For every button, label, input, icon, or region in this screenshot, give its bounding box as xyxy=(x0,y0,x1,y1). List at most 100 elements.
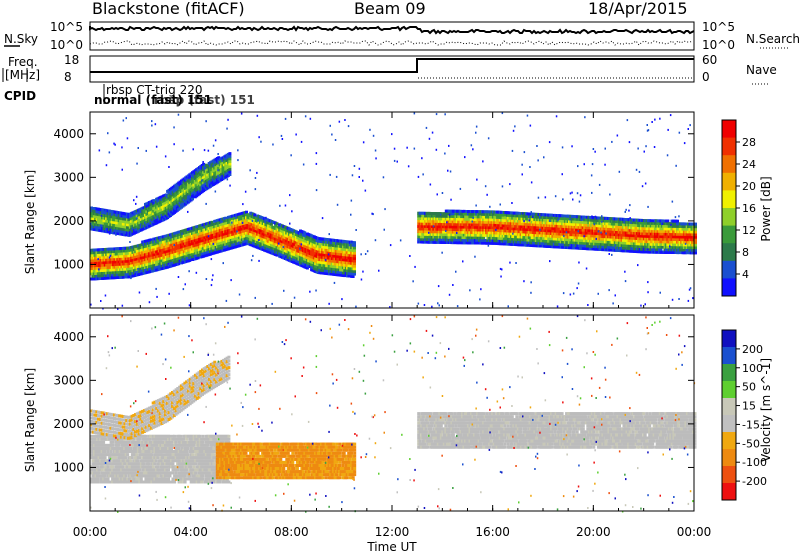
power-cell xyxy=(228,165,232,169)
power-cell xyxy=(191,252,194,256)
power-cell xyxy=(289,230,293,234)
power-cell xyxy=(353,270,356,273)
power-cell xyxy=(228,159,232,163)
power-cell xyxy=(247,213,251,217)
freq-tick-bottom: 8 xyxy=(64,70,72,84)
power-cell xyxy=(188,258,192,262)
power-cell xyxy=(202,162,206,166)
nave-tick-bottom: 0 xyxy=(702,70,710,84)
power-cell xyxy=(149,238,153,242)
power-cell xyxy=(353,241,356,245)
power-cell xyxy=(353,243,356,247)
power-cell xyxy=(464,215,468,219)
power-cell xyxy=(353,262,356,266)
freq-line xyxy=(90,58,694,73)
power-cell xyxy=(275,222,279,226)
power-cell xyxy=(353,259,356,263)
power-cell xyxy=(239,241,243,245)
noise-panel: 10^5 10^0 10^5 10^0 N.Sky N.Search xyxy=(4,20,800,52)
power-cell xyxy=(425,235,429,239)
power-cell xyxy=(292,257,296,261)
power-cell xyxy=(120,270,124,274)
freq-frame xyxy=(89,55,695,83)
power-cell xyxy=(269,222,273,226)
power-cell xyxy=(523,241,527,244)
power-cell xyxy=(156,199,160,203)
power-cell xyxy=(138,267,142,271)
noise-frame xyxy=(89,21,695,51)
power-cell xyxy=(353,249,356,253)
power-cell xyxy=(353,251,356,255)
power-cell xyxy=(258,244,262,248)
power-cell xyxy=(462,209,466,213)
nave-label: Nave xyxy=(746,63,777,77)
power-cell xyxy=(189,229,193,233)
power-cell xyxy=(137,227,141,230)
power-cell xyxy=(211,246,215,250)
power-cell xyxy=(225,245,229,249)
power-cell xyxy=(121,275,125,279)
power-cell xyxy=(162,261,165,265)
power-cell xyxy=(211,223,215,226)
noise-tick-bottom-right: 10^0 xyxy=(702,38,735,52)
nave-tick-top: 60 xyxy=(702,53,717,67)
power-cell xyxy=(131,213,135,217)
power-cell xyxy=(134,247,138,251)
power-cell xyxy=(254,242,258,246)
power-cell xyxy=(353,246,356,250)
power-cell xyxy=(102,211,106,215)
power-cell xyxy=(305,237,309,241)
freq-tick-top: 18 xyxy=(64,53,79,67)
power-cell xyxy=(236,239,240,243)
power-cell xyxy=(550,213,553,217)
power-cell xyxy=(210,220,214,224)
power-cell xyxy=(475,238,479,242)
power-cell xyxy=(482,236,486,240)
power-cell xyxy=(439,238,443,242)
noise-tick-top-left: 10^5 xyxy=(50,20,83,34)
site-title: Blackstone (fitACF) xyxy=(92,0,245,18)
power-cell xyxy=(185,178,189,181)
power-cell xyxy=(478,212,482,216)
power-cell xyxy=(220,244,224,247)
power-cell xyxy=(562,214,566,218)
power-cell xyxy=(228,154,232,158)
noise-search-line xyxy=(89,40,694,46)
power-cell xyxy=(228,167,232,171)
power-cell xyxy=(253,213,257,217)
power-cell xyxy=(224,216,228,220)
freq-label-2: [MHz] xyxy=(5,68,40,82)
power-cell xyxy=(275,253,279,257)
power-cell xyxy=(177,262,181,266)
power-cell xyxy=(457,238,461,242)
power-cell xyxy=(353,264,356,268)
beam-label: Beam 09 xyxy=(354,0,426,18)
power-cell xyxy=(245,210,248,214)
power-cell xyxy=(351,275,355,278)
cpid-entry-2: normal (fast) 151 xyxy=(94,93,212,107)
power-cell xyxy=(429,238,433,242)
power-cell xyxy=(419,237,423,241)
power-cell xyxy=(429,212,433,215)
power-cell xyxy=(577,215,581,219)
noise-tick-top-right: 10^5 xyxy=(702,20,735,34)
power-cell xyxy=(281,253,284,257)
power-cell xyxy=(419,235,423,239)
power-cell xyxy=(228,157,232,161)
cpid-entry-3: rbsp (fast) 151 xyxy=(154,93,255,107)
power-cell xyxy=(188,196,192,200)
power-cell xyxy=(332,241,336,245)
power-cell xyxy=(464,212,468,216)
cpid-label: CPID xyxy=(4,89,36,103)
power-cell xyxy=(134,212,138,216)
power-cell xyxy=(228,173,232,176)
power-cell xyxy=(551,240,555,243)
power-cell xyxy=(113,276,117,280)
power-cell xyxy=(126,249,129,253)
power-cell xyxy=(196,256,200,260)
power-cell xyxy=(191,197,194,201)
cpid-entry-1: rbsp CT-trig 220 xyxy=(106,83,202,97)
power-cell xyxy=(305,266,309,270)
power-cell xyxy=(121,273,125,277)
